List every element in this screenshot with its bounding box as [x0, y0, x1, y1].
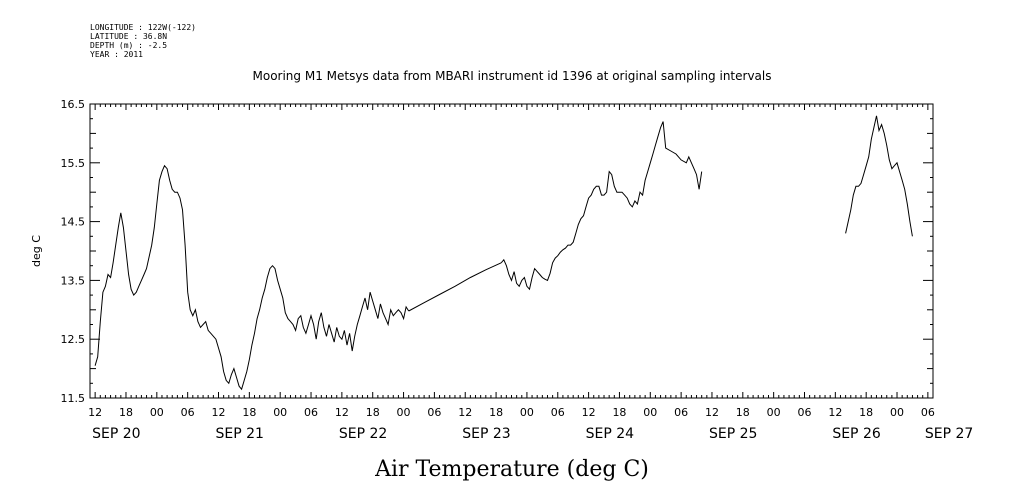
x-tick-label: 00: [520, 406, 534, 419]
x-tick-label: 12: [335, 406, 349, 419]
x-tick-label: 06: [674, 406, 688, 419]
x-tick-label: 18: [612, 406, 626, 419]
series-line-segment: [500, 121, 703, 291]
y-tick-label: 12.5: [61, 333, 86, 346]
x-tick-label: 00: [273, 406, 287, 419]
x-day-label: SEP 27: [925, 426, 973, 442]
x-day-label: SEP 24: [586, 426, 635, 442]
x-day-label: SEP 20: [92, 426, 140, 442]
x-tick-label: 06: [551, 406, 565, 419]
meta-year: YEAR : 2011: [90, 50, 143, 59]
plot-frame: [89, 103, 934, 399]
x-tick-label: 00: [397, 406, 411, 419]
y-axis: 11.5 12.5 13.5 14.5 15.5 16.5: [61, 98, 933, 405]
x-tick-label: 18: [489, 406, 503, 419]
x-tick-label: 18: [736, 406, 750, 419]
series-line-segment: [845, 115, 913, 237]
x-tick-label: 00: [643, 406, 657, 419]
metadata-block: LONGITUDE : 122W(-122) LATITUDE : 36.8N …: [90, 23, 196, 59]
x-day-label: SEP 25: [709, 426, 757, 442]
x-tick-label: 18: [366, 406, 380, 419]
x-day-label: SEP 21: [216, 426, 264, 442]
x-tick-label: 00: [890, 406, 904, 419]
y-axis-label: deg C: [30, 235, 43, 267]
y-tick-label: 11.5: [61, 392, 86, 405]
x-tick-label: 12: [458, 406, 472, 419]
x-tick-label: 12: [212, 406, 226, 419]
y-tick-label: 15.5: [61, 157, 86, 170]
meta-longitude: LONGITUDE : 122W(-122): [90, 23, 196, 32]
x-tick-label: 12: [582, 406, 596, 419]
x-tick-label: 18: [859, 406, 873, 419]
x-tick-label: 00: [150, 406, 164, 419]
x-tick-label: 06: [304, 406, 318, 419]
y-tick-label: 14.5: [61, 216, 86, 229]
x-tick-label: 00: [767, 406, 781, 419]
x-axis: 12 18 00 06 12 18 00 06 12 18 00 06 12 18 00 06 12 18 00 06…: [88, 104, 973, 442]
x-tick-label: 06: [921, 406, 935, 419]
x-day-label: SEP 22: [339, 426, 387, 442]
series-line-segment: [408, 262, 502, 312]
x-day-label: SEP 26: [832, 426, 881, 442]
x-tick-label: 12: [88, 406, 102, 419]
series-line-segment: [94, 164, 410, 391]
y-tick-label: 13.5: [61, 274, 86, 287]
x-tick-label: 12: [828, 406, 842, 419]
x-tick-label: 18: [119, 406, 133, 419]
x-tick-label: 06: [181, 406, 195, 419]
series-air-temperature: [94, 115, 913, 391]
x-axis-label: Air Temperature (deg C): [374, 457, 649, 482]
chart-title: Mooring M1 Metsys data from MBARI instru…: [253, 69, 772, 83]
y-tick-label: 16.5: [61, 98, 86, 111]
x-day-label: SEP 23: [462, 426, 510, 442]
x-tick-label: 06: [797, 406, 811, 419]
x-tick-label: 12: [705, 406, 719, 419]
meta-latitude: LATITUDE : 36.8N: [90, 32, 167, 41]
x-tick-label: 06: [427, 406, 441, 419]
meta-depth: DEPTH (m) : -2.5: [90, 41, 167, 50]
x-tick-label: 18: [242, 406, 256, 419]
